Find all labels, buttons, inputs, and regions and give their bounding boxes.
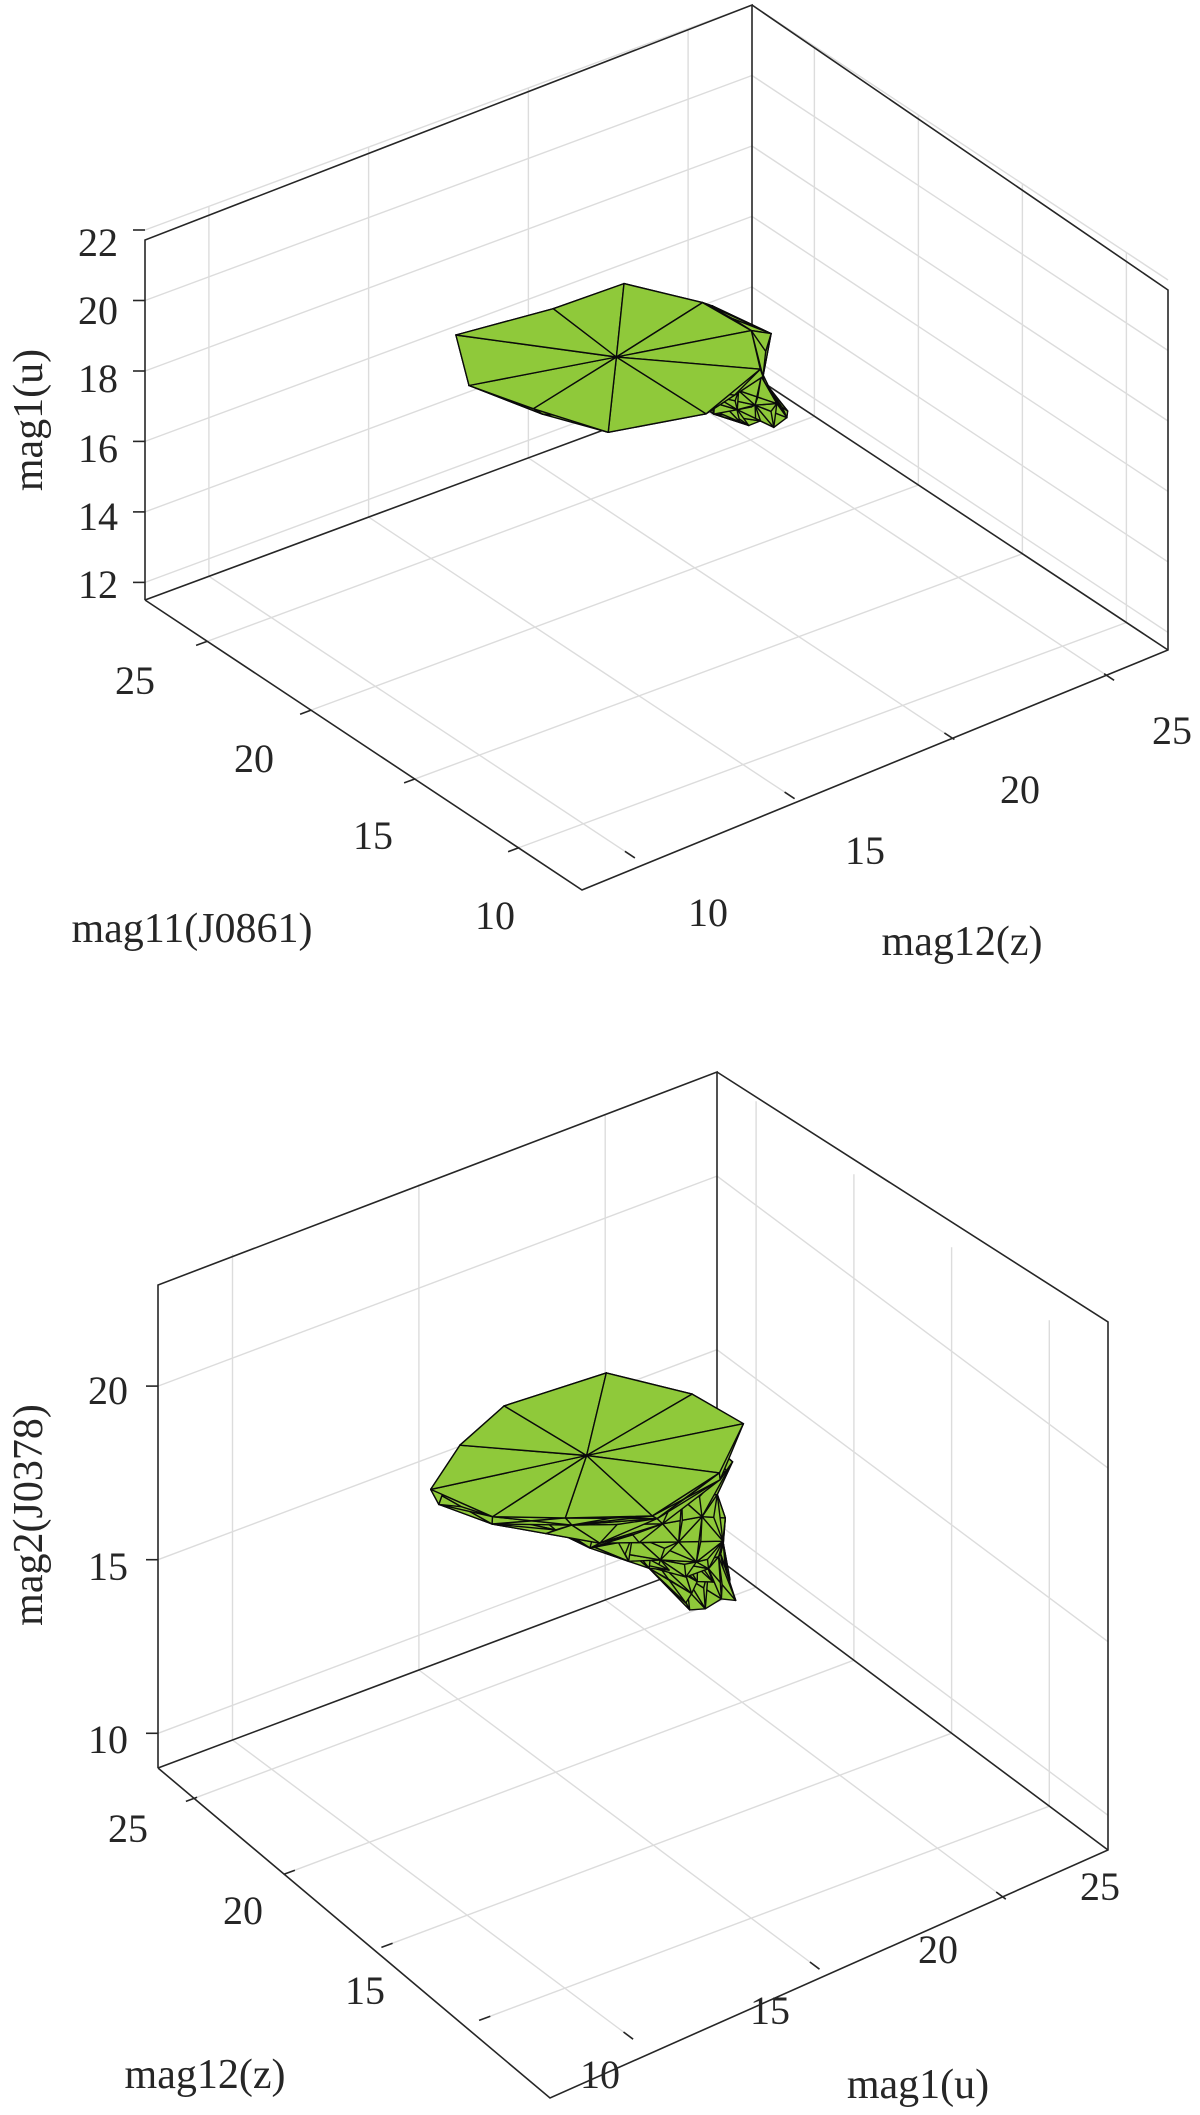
chart2-x-tick-mark: [283, 1869, 296, 1876]
chart1-grid-line: [519, 621, 1127, 849]
chart2-surface-face: [585, 1454, 721, 1517]
chart-1: 12 14 16 18 20 22 mag1(u) 25 20 15 10 ma…: [6, 3, 1192, 965]
chart2-y-tick-label: 25: [108, 1806, 148, 1851]
chart2-grid-line: [392, 1732, 952, 1944]
chart1-x-tick-label: 15: [845, 828, 885, 873]
chart2-grid-line: [294, 1659, 855, 1871]
chart1-grid-line: [415, 553, 1023, 780]
chart1-grid-line: [751, 145, 1169, 422]
chart2-surface-face: [599, 1517, 658, 1544]
chart1-z-tick-label: 20: [78, 288, 118, 333]
chart2-grid-line: [716, 1175, 1109, 1469]
chart2-grid-line: [232, 1739, 624, 2033]
chart1-y-tick-label: 25: [115, 658, 155, 703]
chart2-surface-face: [713, 1493, 724, 1542]
chart1-grid-line: [751, 286, 1169, 563]
chart1-box: [144, 3, 1169, 891]
chart1-grid-line: [207, 415, 815, 642]
chart2-surface-face: [545, 1524, 573, 1535]
chart2-box: [157, 1070, 1109, 2099]
chart2-x-tick-label: 10: [580, 2052, 620, 2097]
chart1-x-tick-label: 10: [688, 890, 728, 935]
chart-2: 10 15 20 mag2(J0378) 25 20 15 mag12(z) 1…: [6, 1070, 1120, 2108]
chart1-surface-face: [754, 375, 762, 406]
chart1-grid-line: [144, 4, 753, 231]
chart1-grid-line: [751, 74, 1169, 352]
chart1-x-tick-mark: [195, 640, 208, 647]
chart1-grid-line: [687, 398, 1105, 675]
chart2-grid-line: [418, 1669, 811, 1963]
chart1-grid-line: [144, 74, 753, 302]
chart1-z-tick-label: 14: [78, 494, 118, 539]
chart2-surface-face: [491, 1517, 566, 1525]
chart2-y-tick-label: 20: [223, 1888, 263, 1933]
chart2-grid-line: [157, 1175, 718, 1387]
chart2-z-tick-label: 10: [88, 1717, 128, 1762]
chart2-z-axis-label: mag2(J0378): [6, 1404, 52, 1626]
chart2-surface-face: [695, 1515, 703, 1563]
chart2-grid-line: [604, 1599, 997, 1893]
chart1-z-tick-label: 16: [78, 426, 118, 471]
chart1-grid-line: [311, 484, 919, 711]
chart2-x-tick-mark: [478, 2015, 491, 2022]
chart1-surface-face: [770, 402, 778, 429]
chart2-surface-face: [706, 1540, 724, 1570]
chart1-grid: [133, 4, 1169, 859]
chart1-x-tick-mark: [299, 709, 312, 715]
chart1-surface: [455, 282, 789, 433]
chart1-x-tick-label: 20: [1000, 767, 1040, 812]
chart2-surface-face: [656, 1472, 721, 1520]
chart1-x-axis-label: mag12(z): [882, 919, 1043, 965]
chart2-y-tick-mark: [623, 2031, 634, 2040]
chart2-x-tick-label: 20: [918, 1927, 958, 1972]
chart2-surface-face: [717, 1555, 723, 1600]
chart2-grid-line: [490, 1805, 1050, 2017]
chart2-x-tick-label: 25: [1080, 1864, 1120, 1909]
chart1-y-tick-label: 20: [234, 736, 274, 781]
chart2-y-tick-mark: [809, 1961, 820, 1970]
chart1-y-tick-mark: [624, 850, 636, 859]
chart1-z-tick-label: 18: [78, 356, 118, 401]
chart2-grid-line: [716, 1522, 1109, 1816]
chart2-surface-face: [438, 1503, 494, 1518]
chart1-z-tick-label: 12: [78, 562, 118, 607]
chart1-surface-face: [734, 389, 740, 411]
chart1-grid-line: [751, 356, 1169, 633]
chart2-x-tick-mark: [381, 1942, 393, 1949]
chart1-grid-line: [144, 145, 753, 372]
chart1-surface-face: [615, 356, 761, 415]
chart1-grid-line: [751, 4, 1169, 281]
chart1-x-tick-label: 25: [1152, 708, 1192, 753]
chart2-grid-line: [716, 1349, 1109, 1643]
chart2-y-tick-label: 15: [345, 1968, 385, 2013]
chart1-grid-line: [144, 215, 753, 443]
chart2-surface-face: [648, 1567, 693, 1595]
chart2-y-tick-mark: [995, 1891, 1007, 1900]
chart2-z-tick-label: 20: [88, 1368, 128, 1413]
chart2-surface-face: [683, 1561, 698, 1578]
chart2-grid: [146, 1101, 1109, 2040]
chart1-grid-line: [368, 516, 785, 793]
chart1-grid-line: [751, 215, 1169, 492]
chart2-y-axis-label: mag12(z): [125, 2052, 286, 2098]
chart1-grid-line: [208, 575, 626, 852]
chart1-y-tick-label: 10: [475, 893, 515, 938]
chart1-y-tick-mark: [784, 791, 796, 800]
chart2-z-tick-label: 15: [88, 1544, 128, 1589]
chart2-x-tick-label: 15: [750, 1988, 790, 2033]
chart1-grid-line: [528, 457, 945, 734]
chart2-grid-line: [196, 1586, 757, 1798]
chart1-y-tick-label: 15: [353, 813, 393, 858]
chart2-surface-face: [659, 1541, 680, 1561]
chart2-surface-face: [632, 1523, 664, 1544]
chart1-z-tick-label: 22: [78, 220, 118, 265]
chart2-surface: [430, 1372, 745, 1611]
chart2-x-axis-label: mag1(u): [847, 2062, 989, 2108]
chart1-x-tick-mark: [507, 846, 520, 853]
chart1-y-axis-label: mag11(J0861): [71, 906, 312, 952]
chart2-x-tick-mark: [185, 1796, 198, 1803]
chart1-z-axis-label: mag1(u): [6, 349, 52, 491]
chart1-x-tick-mark: [403, 778, 416, 784]
